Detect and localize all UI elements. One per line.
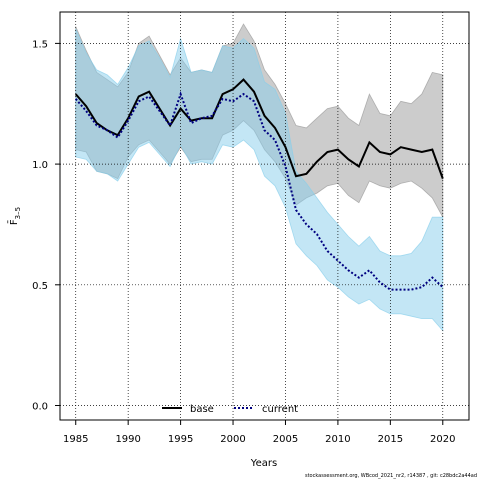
y-axis: 0.0 0.5 1.0 1.5 [32, 39, 60, 413]
x-tick-label: 1990 [115, 434, 140, 445]
x-tick-label: 1985 [63, 434, 88, 445]
series-lines [74, 78, 444, 291]
x-tick-label: 2010 [325, 434, 350, 445]
y-tick-label: 1.5 [32, 39, 48, 50]
legend: base current [162, 404, 298, 415]
series-line-base [74, 78, 444, 179]
x-axis: 1985 1990 1995 2000 2005 2010 2015 2020 [63, 420, 456, 445]
grid [60, 12, 469, 420]
y-tick-label: 0.0 [32, 402, 48, 413]
legend-label-current: current [262, 404, 298, 415]
series-line-current [74, 91, 444, 291]
y-axis-title-main: F̄ [7, 219, 20, 225]
x-tick-label: 2020 [430, 434, 455, 445]
y-tick-label: 0.5 [32, 281, 48, 292]
y-tick-label: 1.0 [32, 160, 48, 171]
x-tick-label: 2015 [378, 434, 403, 445]
plot-frame [59, 11, 470, 421]
x-tick-label: 1995 [168, 434, 193, 445]
footer-credit: stockassessment.org, WBcod_2021_nr2, r14… [305, 473, 477, 479]
x-tick-label: 2005 [273, 434, 298, 445]
y-axis-title: F̄3–5 [7, 207, 22, 225]
x-tick-label: 2000 [220, 434, 245, 445]
x-axis-title: Years [250, 458, 277, 469]
y-axis-title-subscript: 3–5 [14, 207, 22, 219]
legend-label-base: base [190, 404, 214, 415]
